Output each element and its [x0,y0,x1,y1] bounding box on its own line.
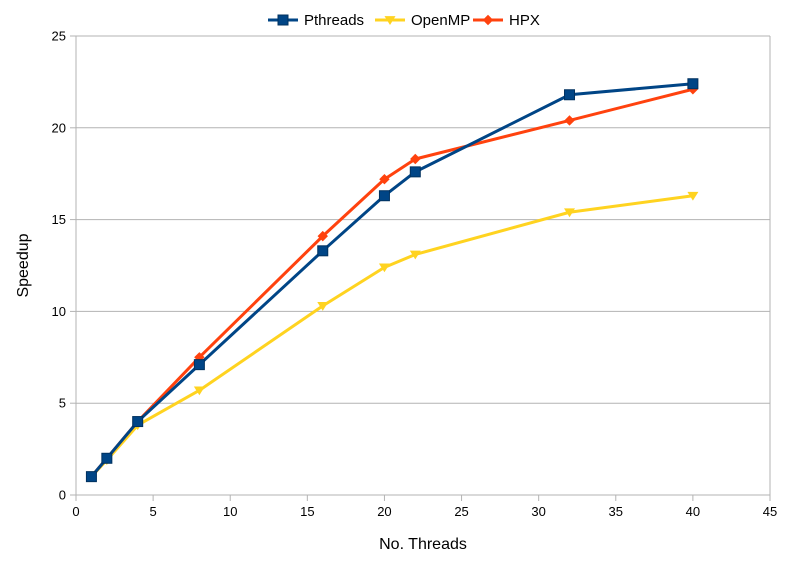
y-tick-labels: 0 5 10 15 20 25 [52,29,66,503]
data-point-pthreads-2 [101,452,113,464]
x-tick-label-5: 5 [149,504,156,519]
y-tick-label-5: 5 [59,396,66,411]
data-point-openmp-8 [193,386,205,396]
data-point-openmp-16 [317,302,329,311]
data-point-hpx-16 [317,230,328,242]
gridlines [76,35,770,496]
axes [70,35,771,501]
legend-label-hpx: HPX [509,12,540,29]
x-tick-label-15: 15 [300,504,314,519]
series-group [85,78,699,483]
data-point-hpx-32 [564,115,575,126]
data-point-pthreads-40 [687,78,699,90]
data-point-hpx-22 [410,153,421,165]
legend-marker-openmp [384,16,396,25]
x-tick-label-40: 40 [686,504,700,519]
data-point-pthreads-4 [132,416,144,428]
data-point-openmp-40 [687,191,699,201]
x-axis-title: No. Threads [379,536,467,553]
data-point-openmp-20 [378,263,390,273]
x-tick-label-25: 25 [454,504,468,519]
series-openmp [85,191,699,482]
legend-marker-hpx [482,14,494,26]
legend-label-pthreads: Pthreads [304,12,364,29]
x-tick-label-35: 35 [609,504,623,519]
y-tick-label-10: 10 [52,304,66,319]
x-tick-label-45: 45 [763,504,777,519]
data-point-pthreads-8 [193,359,205,371]
y-tick-label-20: 20 [52,120,66,135]
legend: Pthreads OpenMP HPX [268,12,540,29]
data-point-pthreads-32 [564,89,576,101]
y-axis-title: Speedup [15,233,32,297]
legend-label-openmp: OpenMP [411,12,470,29]
legend-item-hpx: HPX [473,12,540,29]
x-tick-label-10: 10 [223,504,237,519]
x-tick-labels: 0 5 10 15 20 25 30 35 40 45 [72,504,777,519]
data-point-hpx-20 [379,173,390,185]
legend-marker-pthreads [277,14,289,26]
series-line-pthreads [90,82,694,478]
series-line-hpx [90,87,694,478]
y-tick-label-0: 0 [59,488,66,503]
series-pthreads [85,78,699,483]
y-tick-label-25: 25 [52,29,66,44]
data-point-pthreads-20 [378,190,390,202]
x-tick-label-30: 30 [531,504,545,519]
data-point-hpx-8 [194,352,205,363]
y-tick-label-15: 15 [52,212,66,227]
series-line-openmp [90,194,694,478]
data-point-pthreads-1 [85,471,97,483]
data-point-pthreads-16 [317,245,329,257]
data-point-openmp-32 [564,208,576,218]
data-point-pthreads-22 [409,166,421,178]
series-hpx [86,84,699,482]
x-tick-label-20: 20 [377,504,391,519]
data-point-openmp-22 [409,250,421,260]
legend-item-openmp: OpenMP [375,12,470,29]
legend-item-pthreads: Pthreads [268,12,364,29]
x-tick-label-0: 0 [72,504,79,519]
